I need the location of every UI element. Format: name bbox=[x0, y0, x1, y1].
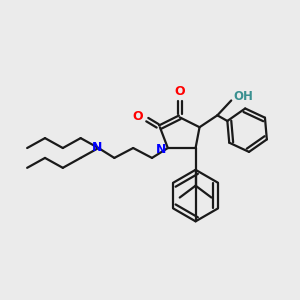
Text: N: N bbox=[156, 142, 166, 155]
Text: O: O bbox=[133, 110, 143, 123]
Text: N: N bbox=[92, 140, 103, 154]
Text: OH: OH bbox=[233, 90, 253, 103]
Text: O: O bbox=[174, 85, 185, 98]
